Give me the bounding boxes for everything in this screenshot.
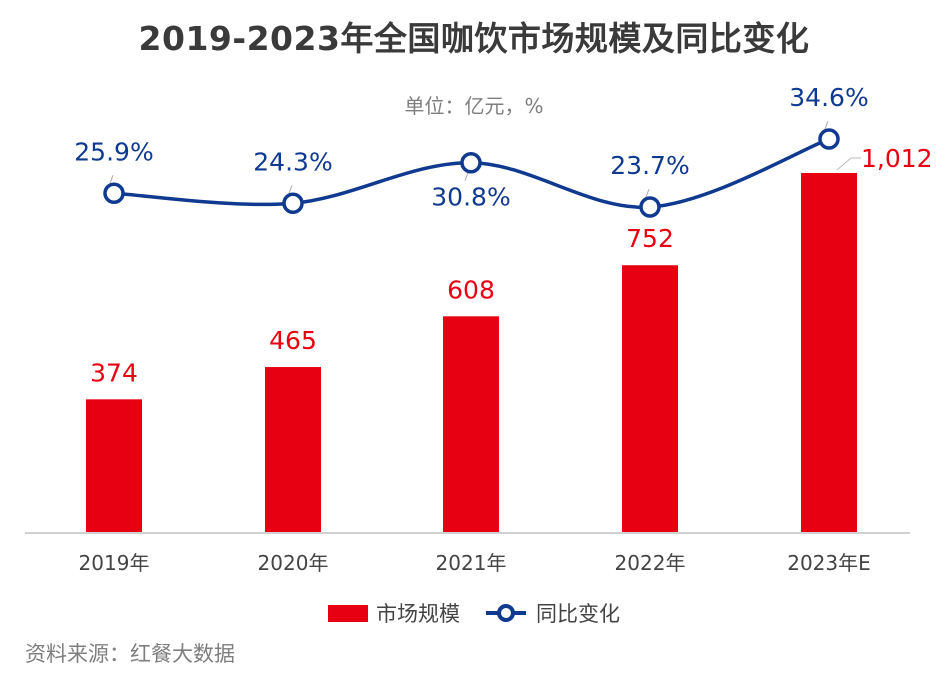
legend-bar-swatch [328, 604, 368, 622]
point-label-leader [288, 185, 293, 194]
bar-2019年 [86, 399, 142, 532]
bar-2020年 [265, 367, 321, 532]
line-data-label: 25.9% [74, 137, 153, 166]
line-data-label: 23.7% [610, 151, 689, 180]
bar-data-label: 374 [90, 358, 138, 387]
bar-data-label: 608 [447, 275, 495, 304]
x-tick-label: 2019年 [79, 551, 150, 575]
line-point-2020年 [282, 192, 304, 215]
unit-note: 单位：亿元，% [404, 94, 544, 118]
legend-label: 同比变化 [536, 602, 620, 626]
line-point-2019年 [103, 182, 125, 205]
x-tick-label: 2021年 [436, 551, 507, 575]
point-label-leader [109, 175, 114, 184]
bar-data-label: 752 [626, 224, 674, 253]
legend-line-marker-icon [486, 604, 526, 622]
line-point-2023年E [818, 128, 840, 150]
chart-title: 2019-2023年全国咖饮市场规模及同比变化 [138, 19, 810, 58]
line-point-2022年 [639, 196, 661, 218]
line-data-label: 34.6% [789, 83, 868, 112]
legend-item-market-size: 市场规模 [328, 598, 460, 628]
chart-plot: 374 2019年 465 2020年 608 2021年 752 2022年 1,012 202… [25, 83, 933, 575]
bar-label-leader [836, 157, 861, 171]
x-tick-label: 2020年 [258, 551, 329, 575]
bar-2022年 [622, 265, 678, 532]
line-point-2021年 [460, 151, 482, 174]
point-label-leader [824, 120, 829, 130]
point-label-leader [464, 172, 469, 181]
line-data-label: 24.3% [253, 147, 332, 176]
bar-data-label: 1,012 [861, 144, 933, 173]
legend-item-yoy: 同比变化 [484, 598, 620, 628]
point-label-leader [645, 188, 650, 198]
legend: 市场规模 同比变化 [0, 598, 948, 628]
bar-data-label: 465 [269, 326, 317, 355]
x-tick-label: 2023年E [787, 551, 871, 575]
x-tick-label: 2022年 [615, 551, 686, 575]
source-note: 资料来源：红餐大数据 [25, 642, 235, 666]
bar-2023年E [801, 173, 857, 532]
line-data-label: 30.8% [431, 183, 510, 212]
bar-2021年 [443, 316, 499, 532]
legend-label: 市场规模 [376, 602, 460, 626]
